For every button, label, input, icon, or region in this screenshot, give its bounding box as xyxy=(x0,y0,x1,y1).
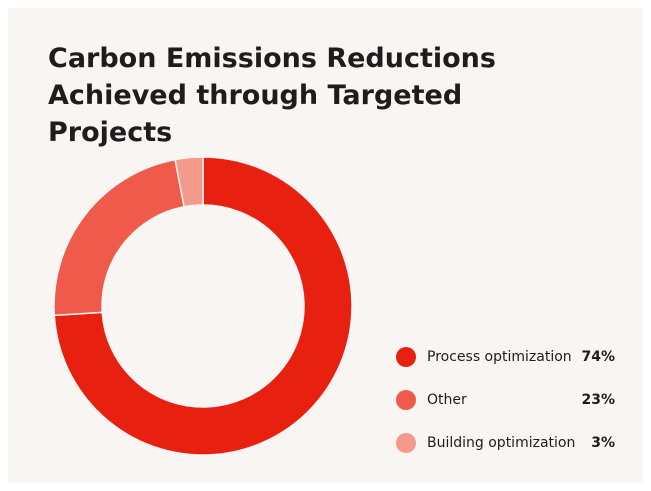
legend-swatch xyxy=(396,433,416,453)
legend-label: Process optimization xyxy=(427,349,572,365)
legend-swatch xyxy=(396,347,416,367)
legend-label: Other xyxy=(427,392,467,408)
legend-label: Building optimization xyxy=(427,435,575,451)
donut-segment xyxy=(53,158,185,317)
donut-segment xyxy=(174,156,204,208)
legend-value: 23% xyxy=(581,392,615,408)
legend-value: 3% xyxy=(591,435,615,451)
legend-swatch xyxy=(396,390,416,410)
legend-value: 74% xyxy=(581,349,615,365)
donut-segment xyxy=(53,156,353,456)
chart-title: Carbon Emissions Reductions Achieved thr… xyxy=(48,43,496,148)
